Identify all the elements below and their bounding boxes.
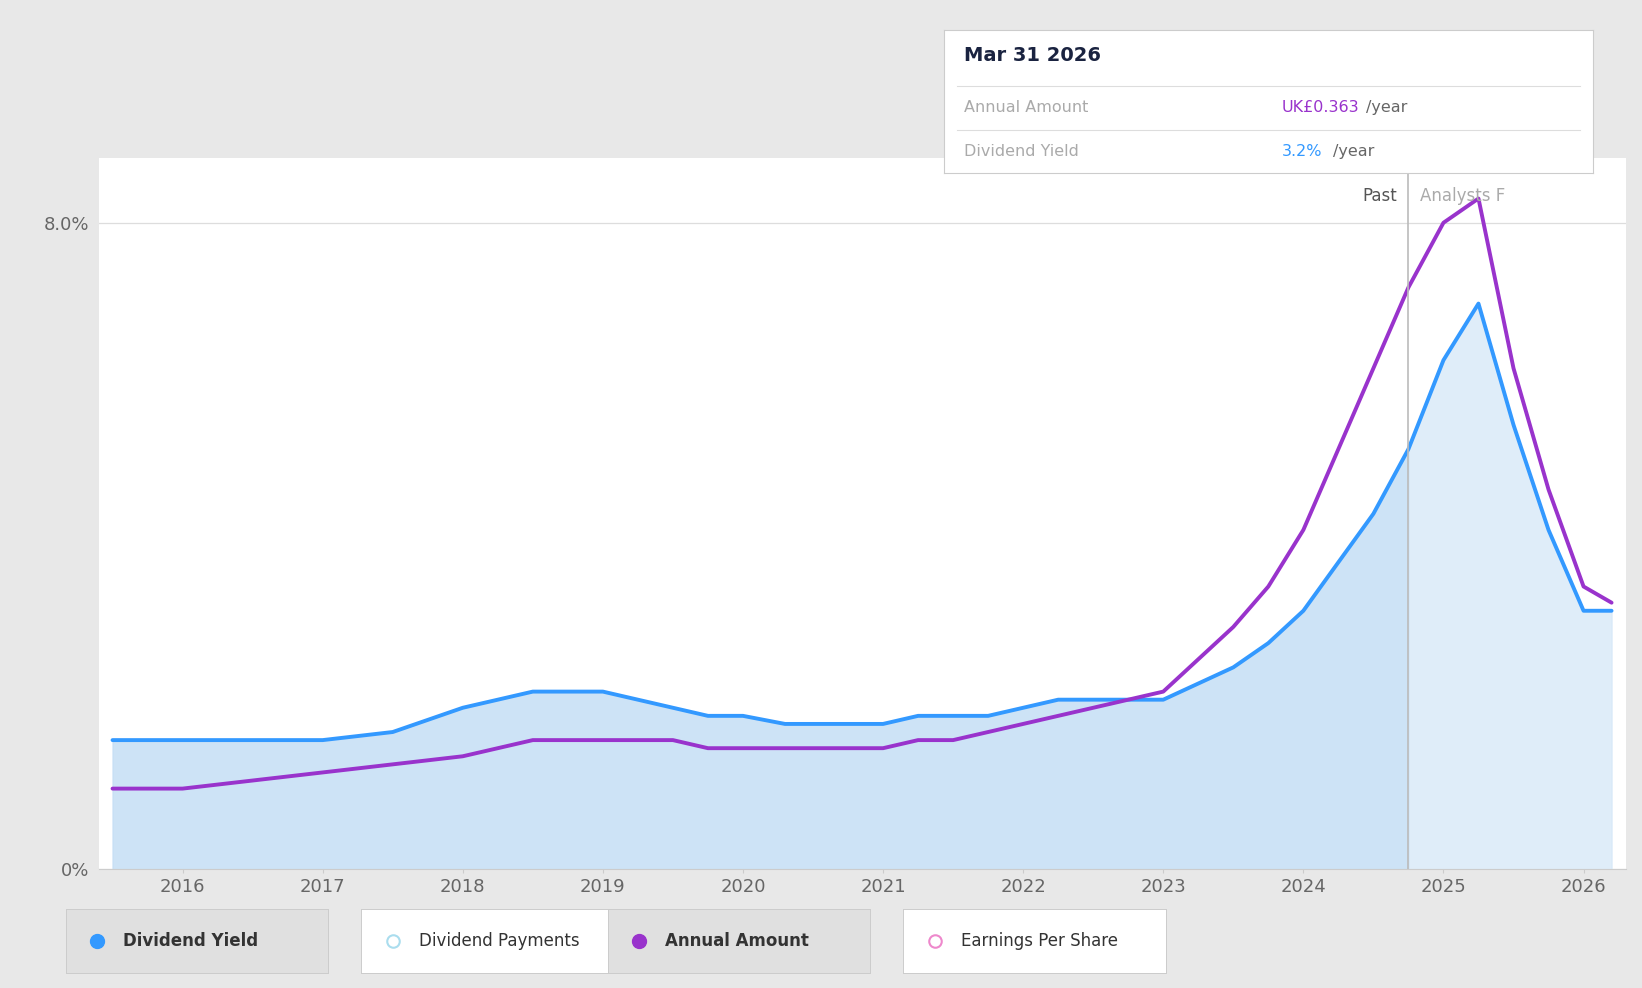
Text: Dividend Payments: Dividend Payments [419,932,580,950]
Text: Earnings Per Share: Earnings Per Share [961,932,1118,950]
Text: UK£0.363: UK£0.363 [1281,100,1360,115]
Text: Annual Amount: Annual Amount [665,932,810,950]
Text: Mar 31 2026: Mar 31 2026 [964,45,1100,65]
Text: Dividend Yield: Dividend Yield [123,932,258,950]
Text: Past: Past [1363,187,1397,205]
Text: Analysts F: Analysts F [1420,187,1504,205]
Text: Dividend Yield: Dividend Yield [964,144,1079,159]
Text: /year: /year [1333,144,1374,159]
Text: /year: /year [1366,100,1407,115]
Text: Annual Amount: Annual Amount [964,100,1089,115]
Text: 3.2%: 3.2% [1281,144,1322,159]
